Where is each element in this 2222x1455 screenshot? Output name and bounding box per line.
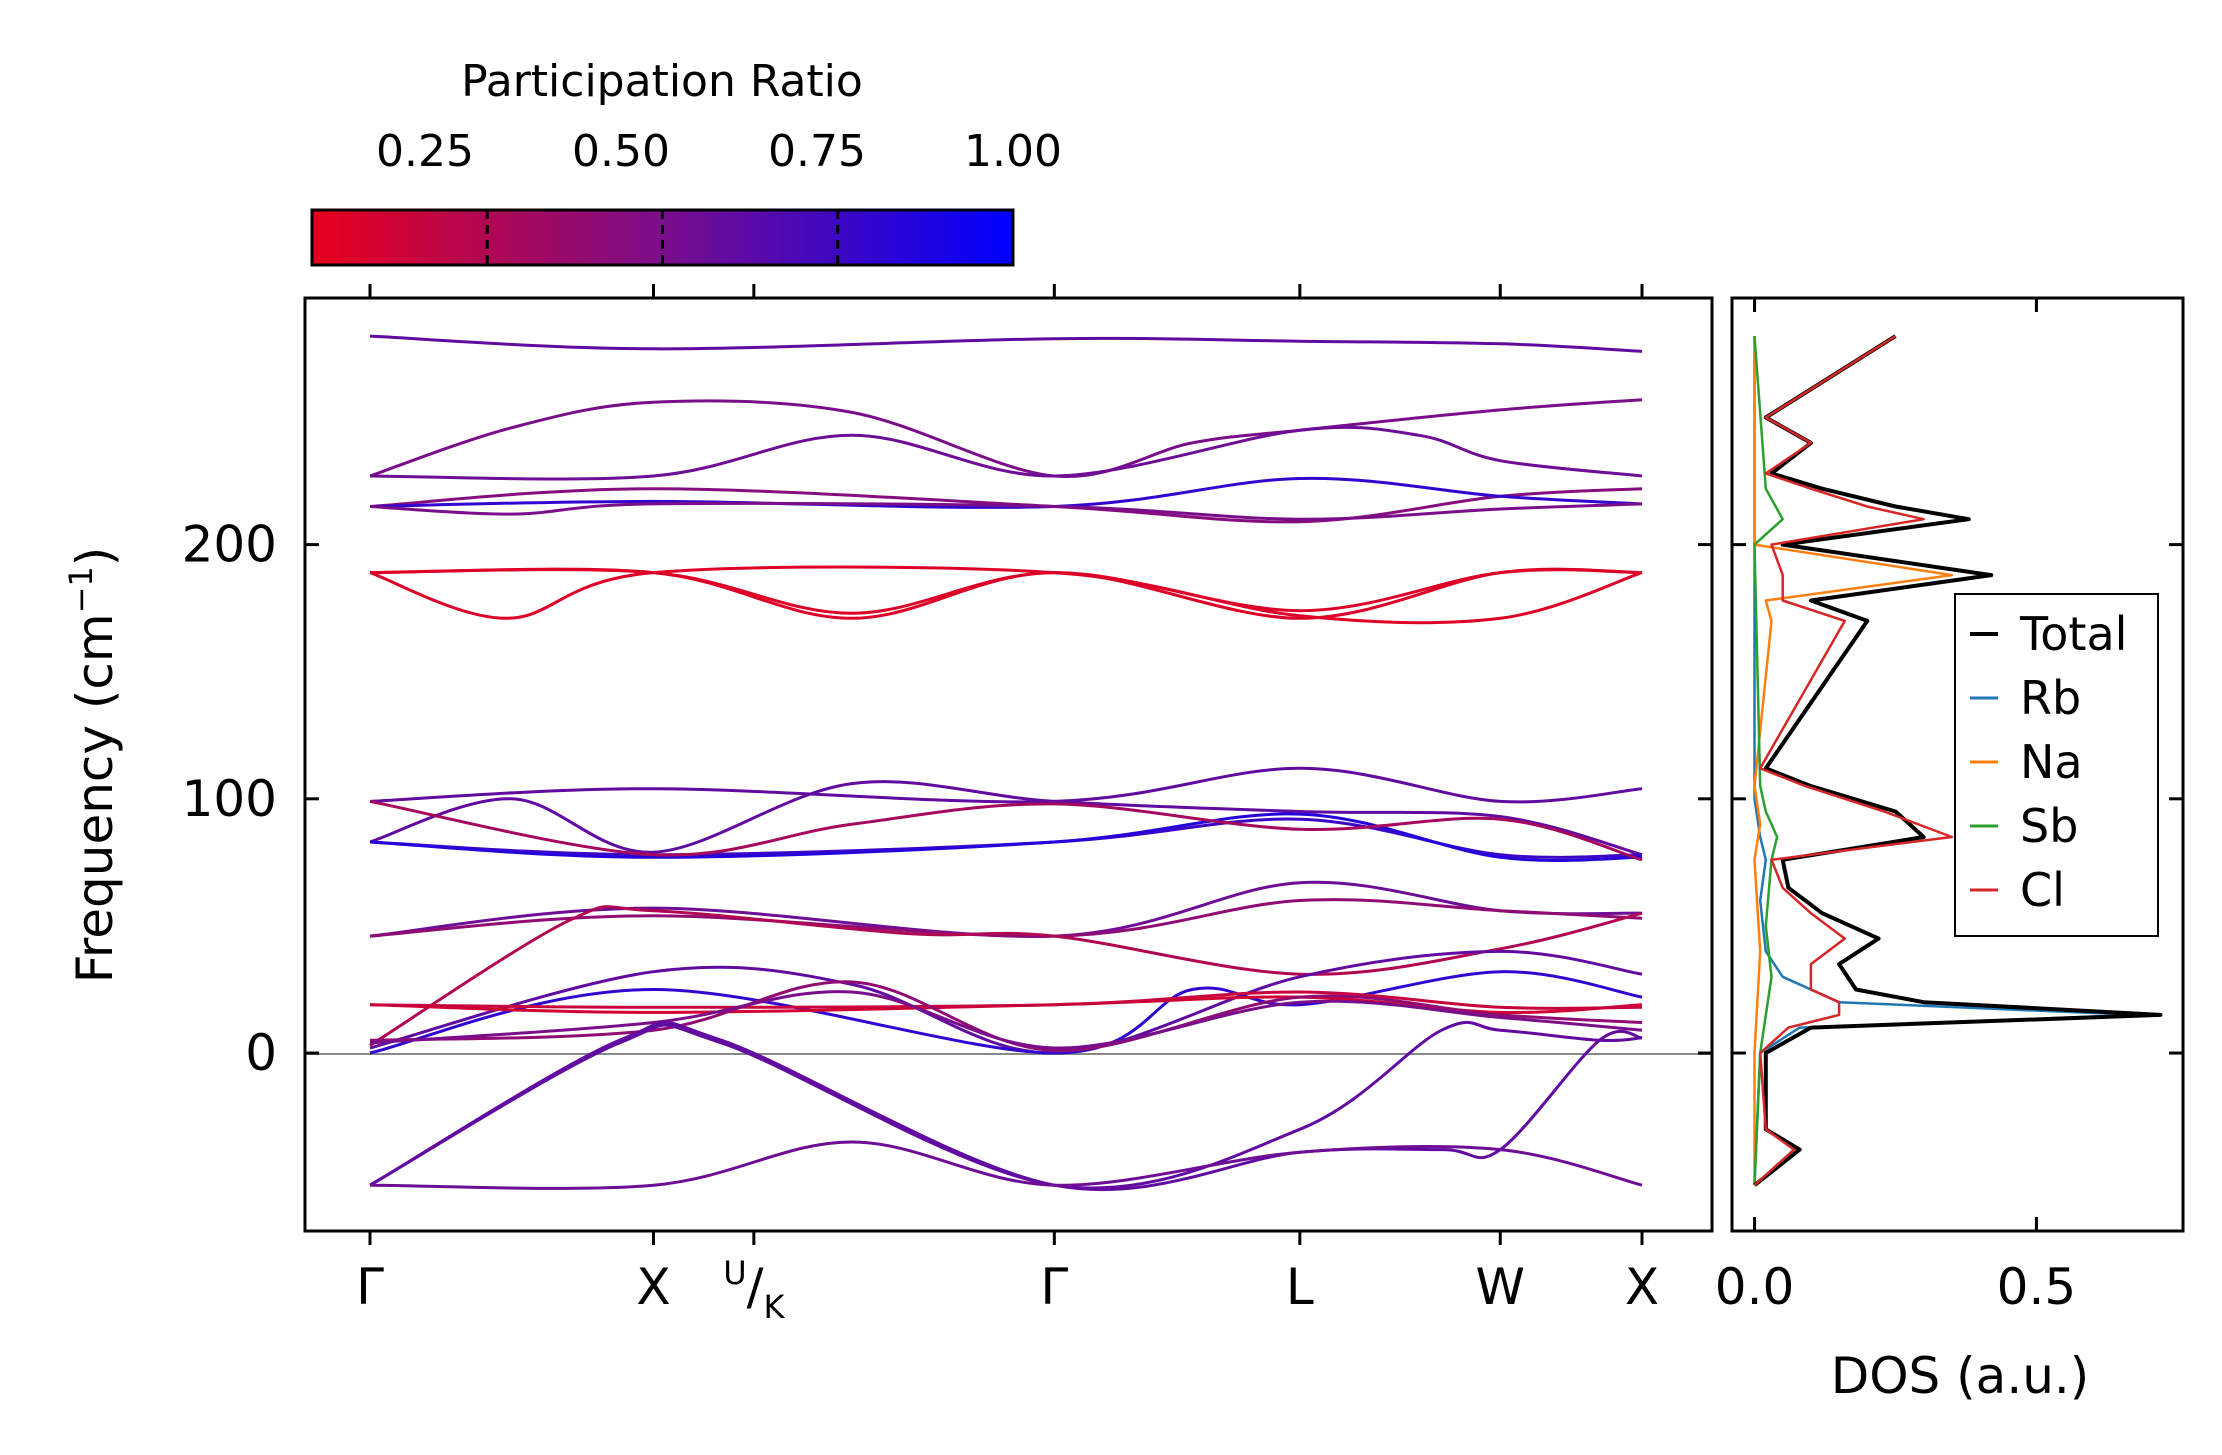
dos-series-sb	[1753, 336, 1784, 1186]
colorbar-ticks	[485, 210, 840, 265]
colorbar-tick-label: 0.25	[376, 126, 474, 177]
band-axes-frame	[303, 296, 1714, 1233]
y-tick-label: 200	[182, 516, 277, 574]
colorbar-tick-label: 0.75	[768, 126, 866, 177]
band-band-19	[369, 970, 1643, 1055]
dos-legend: Total Rb Na Sb Cl	[1954, 593, 2159, 937]
band-band-17	[369, 905, 1643, 1047]
dos-x-tick-label: 0.0	[1715, 1258, 1795, 1316]
band-band-21	[369, 990, 1643, 1010]
k-label: X	[636, 1258, 670, 1316]
band-band-7	[369, 565, 1643, 625]
band-optical-top	[369, 334, 1643, 353]
y-tick-label: 0	[245, 1024, 277, 1082]
band-y-ticks: 0 100 200	[182, 516, 1712, 1082]
band-band-25	[369, 1020, 1643, 1192]
band-band-16	[369, 898, 1643, 938]
y-axis-label: Frequency (cm−1)	[62, 547, 124, 984]
band-band-12	[369, 817, 1643, 859]
band-band-9	[369, 568, 1643, 615]
band-band-11	[369, 780, 1643, 857]
band-band-26	[369, 1140, 1643, 1190]
y-tick-label: 100	[182, 770, 277, 828]
legend-frame	[1954, 593, 2159, 937]
band-x-ticks: Γ X U/K Γ L W X	[356, 284, 1659, 1326]
legend-label-sb: Sb	[2020, 799, 2078, 853]
band-band-6	[369, 501, 1643, 521]
dos-x-tick-label: 0.5	[1997, 1258, 2077, 1316]
legend-label-na: Na	[2020, 735, 2083, 789]
dos-lines	[1753, 334, 2163, 1187]
dos-series-na	[1753, 336, 1954, 1186]
k-label: X	[1625, 1258, 1659, 1316]
band-band-5	[369, 476, 1643, 509]
k-label: W	[1476, 1258, 1525, 1316]
colorbar-title: Participation Ratio	[461, 56, 863, 107]
dos-ticks: 0.0 0.5	[1715, 298, 2183, 1316]
legend-label-cl: Cl	[2020, 863, 2065, 917]
legend-label-rb: Rb	[2020, 671, 2081, 725]
band-lines	[369, 334, 1643, 1192]
band-band-3	[369, 425, 1643, 481]
k-label: L	[1286, 1258, 1314, 1316]
dos-series-cl	[1753, 335, 1954, 1187]
k-label: Γ	[356, 1258, 384, 1316]
k-label: U/K	[723, 1254, 785, 1326]
dos-axes-frame	[1730, 296, 2185, 1233]
band-band-2	[369, 398, 1643, 479]
band-band-13	[369, 812, 1643, 862]
band-band-14	[369, 799, 1643, 862]
legend-label-total: Total	[2019, 607, 2127, 661]
colorbar-tick-label: 1.00	[964, 126, 1062, 177]
band-band-23	[369, 990, 1643, 1050]
band-band-24	[369, 1020, 1643, 1190]
dos-series-total	[1753, 334, 2163, 1187]
dos-x-axis-label: DOS (a.u.)	[1831, 1347, 2090, 1405]
colorbar-tick-label: 0.50	[572, 126, 670, 177]
band-band-10	[369, 766, 1643, 804]
band-band-15	[369, 880, 1643, 938]
k-label: Γ	[1040, 1258, 1068, 1316]
